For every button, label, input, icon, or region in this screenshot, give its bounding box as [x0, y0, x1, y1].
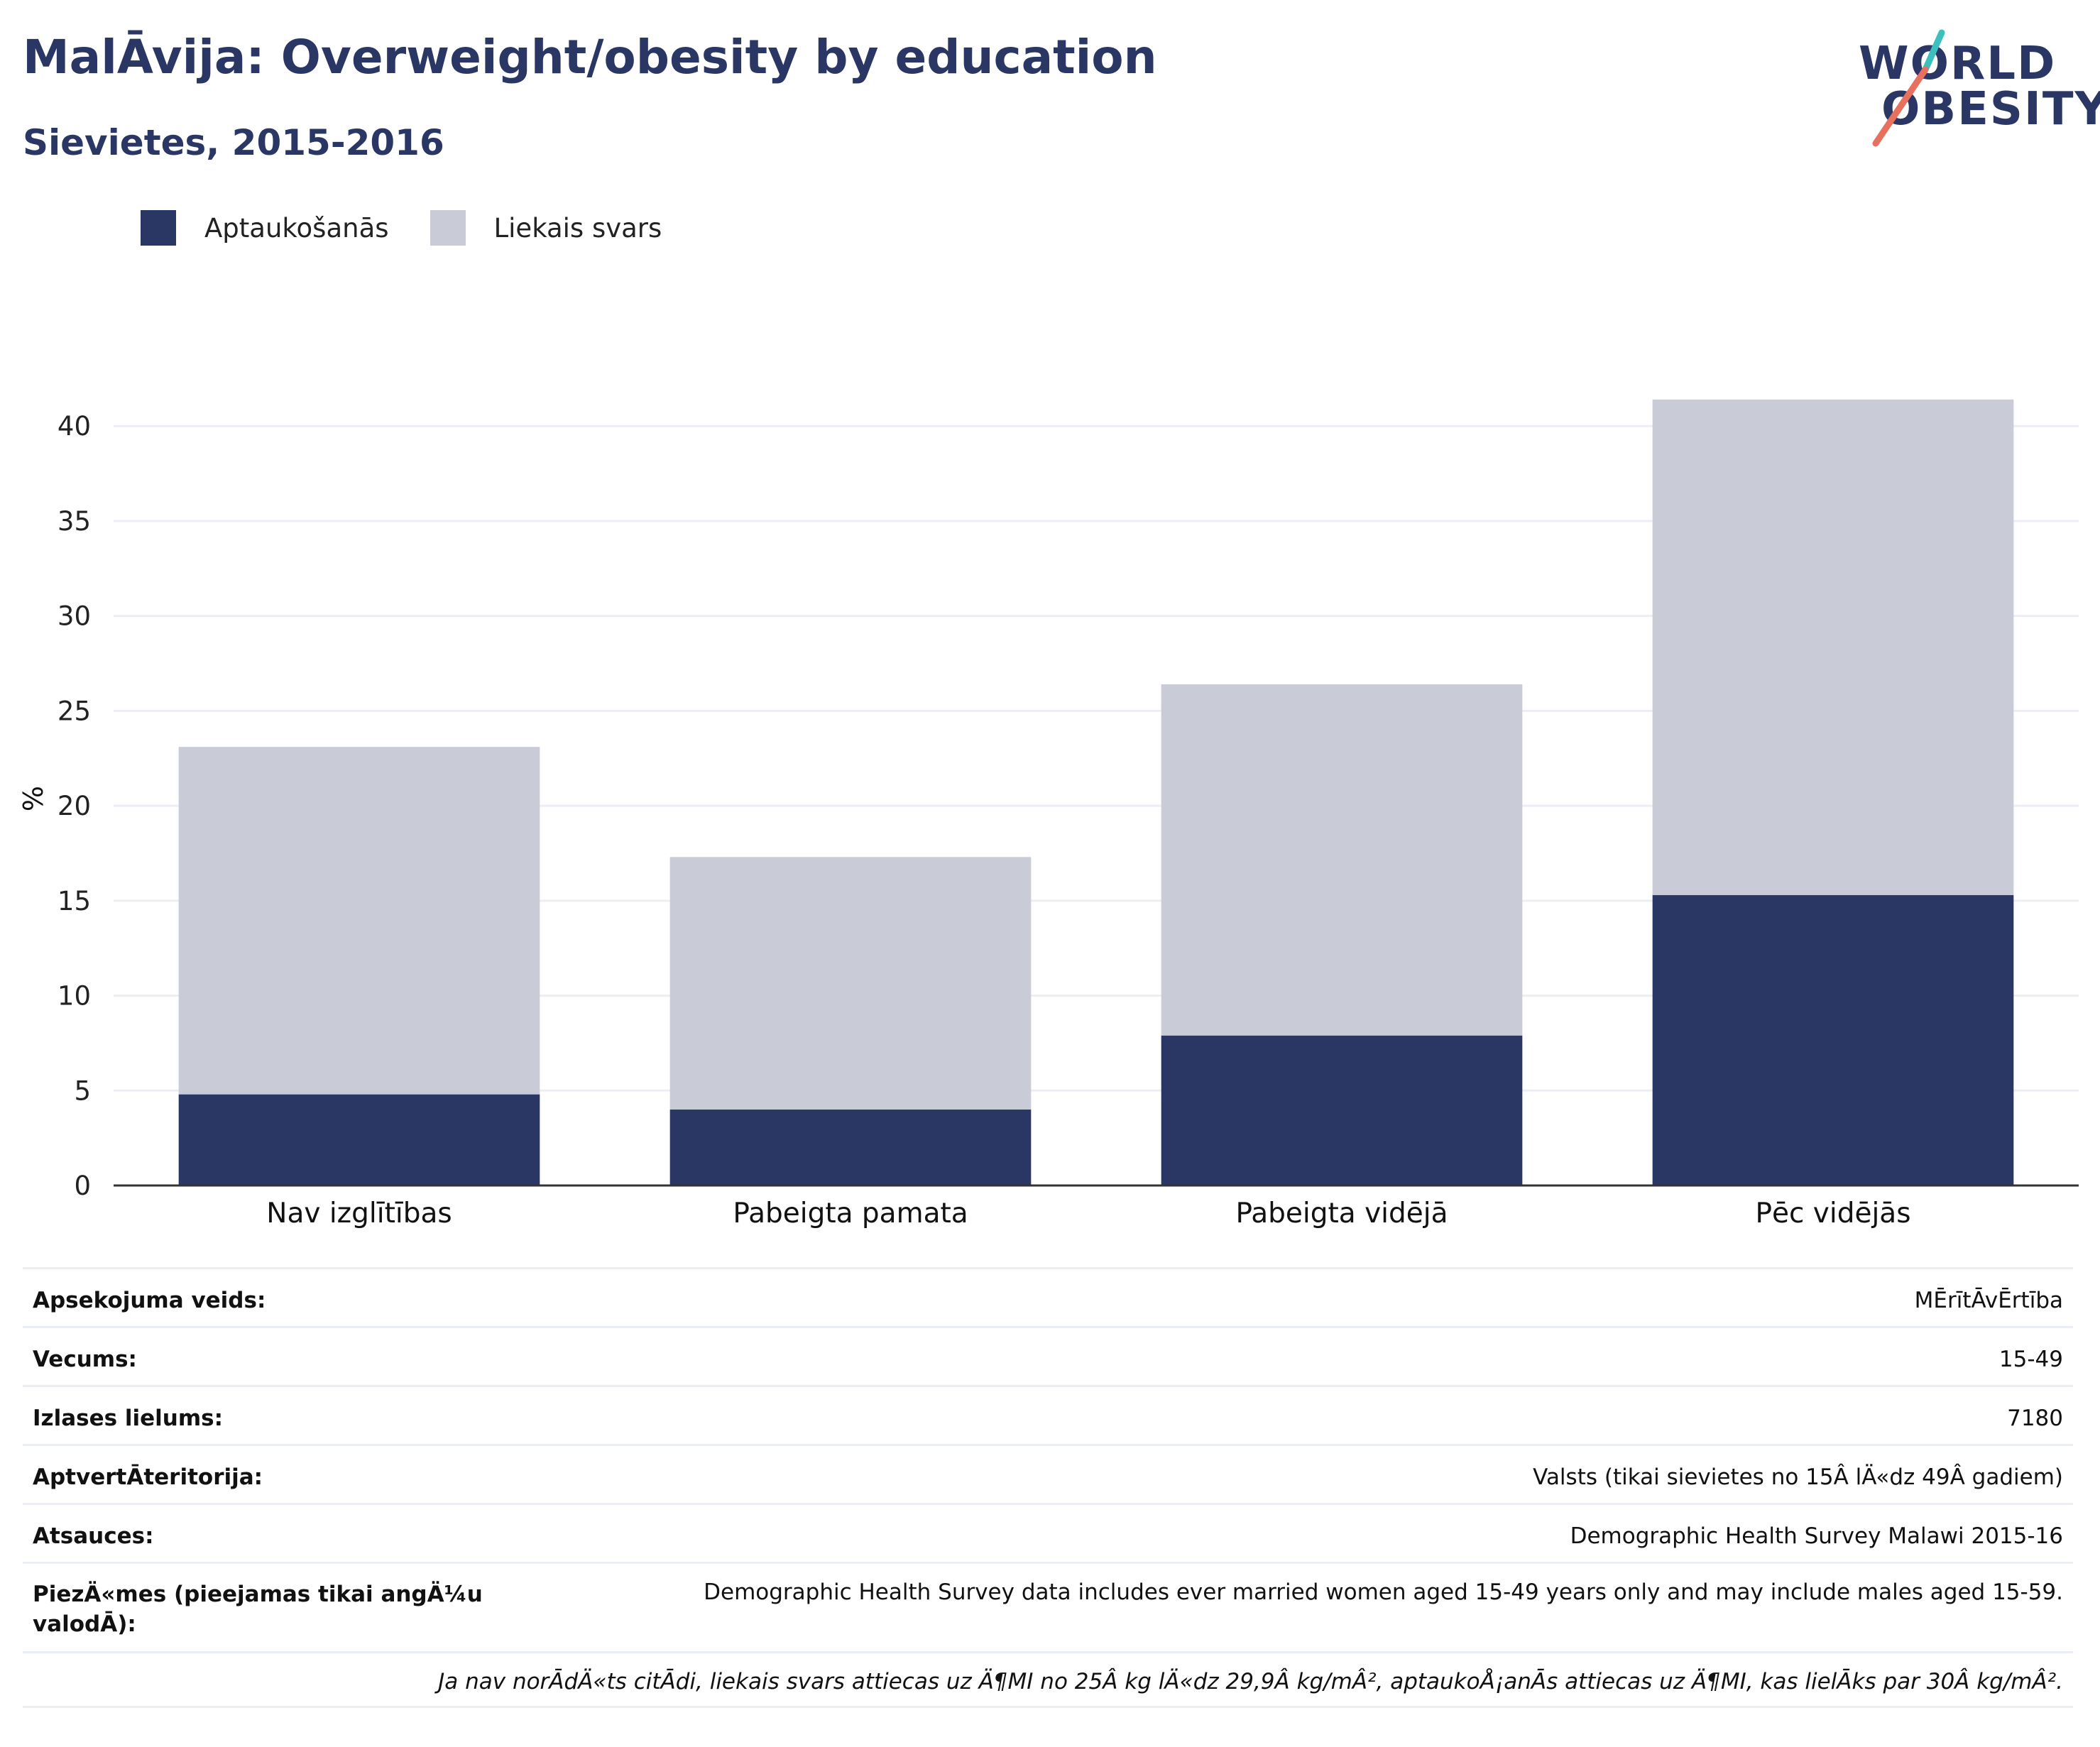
- meta-key: AptvertĀteritorija:: [33, 1464, 263, 1490]
- y-tick-label: 30: [58, 601, 91, 632]
- x-axis-ticks: Nav izglītības Pabeigta pamata Pabeigta vi…: [266, 1198, 1910, 1230]
- chart-title: MalĀvija: Overweight/obesity by educatio…: [23, 30, 1157, 84]
- x-tick-label: Pēc vidējās: [1755, 1198, 1910, 1230]
- bar-overweight-1[interactable]: [669, 857, 1032, 1110]
- bar-overweight-3[interactable]: [1652, 399, 2014, 895]
- y-tick-label: 35: [58, 506, 91, 537]
- y-tick-label: 25: [58, 696, 91, 726]
- y-axis-label: %: [18, 786, 49, 811]
- x-tick-label: Pabeigta pamata: [733, 1198, 968, 1230]
- meta-key: Vecums:: [33, 1347, 137, 1372]
- legend-swatch-obesity: [141, 210, 176, 246]
- bar-obesity-0[interactable]: [178, 1094, 540, 1185]
- bar-chart: 0 5 10 15 20 25 30 35 40 Nav izglītības Pabeigta …: [18, 399, 2079, 1230]
- y-tick-label: 40: [58, 411, 91, 442]
- meta-row-notes: PiezÄ«mes (pieejamas tikai angÄ¼u valodĀ…: [23, 1562, 2073, 1651]
- meta-value: 15-49: [1998, 1347, 2063, 1372]
- metadata-table: Apsekojuma veids: MĒrītĀvĒrtība Vecums: …: [23, 1267, 2073, 1708]
- legend-item-obesity[interactable]: Aptaukošanās: [141, 210, 389, 246]
- meta-key: Apsekojuma veids:: [33, 1288, 266, 1313]
- meta-value: Demographic Health Survey data includes …: [704, 1579, 2063, 1605]
- meta-row-sample-size: Izlases lielums: 7180: [23, 1385, 2073, 1444]
- legend-item-overweight[interactable]: Liekais svars: [430, 210, 662, 246]
- meta-key: PiezÄ«mes (pieejamas tikai angÄ¼u valodĀ…: [33, 1582, 483, 1637]
- y-tick-label: 0: [74, 1171, 91, 1201]
- meta-row-coverage: AptvertĀteritorija: Valsts (tikai sievie…: [23, 1444, 2073, 1503]
- logo-line2: OBESITY: [1881, 83, 2100, 136]
- meta-key: Izlases lielums:: [33, 1406, 223, 1431]
- bar-overweight-2[interactable]: [1161, 684, 1523, 1036]
- y-tick-label: 20: [58, 791, 91, 821]
- y-axis-ticks: 0 5 10 15 20 25 30 35 40: [58, 411, 91, 1201]
- logo-slash-icon: [1872, 29, 1945, 147]
- legend-label-obesity: Aptaukošanās: [204, 212, 389, 243]
- meta-key: Atsauces:: [33, 1523, 154, 1549]
- legend-swatch-overweight: [430, 210, 466, 246]
- meta-value: Demographic Health Survey Malawi 2015-16: [1570, 1523, 2063, 1549]
- meta-row-survey-type: Apsekojuma veids: MĒrītĀvĒrtība: [23, 1267, 2073, 1326]
- world-obesity-logo: WORLD OBESITY: [1846, 28, 2100, 149]
- bar-obesity-1[interactable]: [669, 1110, 1032, 1185]
- x-tick-label: Nav izglītības: [266, 1198, 452, 1230]
- chart-legend: Aptaukošanās Liekais svars: [141, 210, 703, 246]
- logo-line1: WORLD: [1859, 38, 2057, 90]
- bar-obesity-2[interactable]: [1161, 1035, 1523, 1185]
- meta-row-references: Atsauces: Demographic Health Survey Mala…: [23, 1503, 2073, 1562]
- bar-obesity-3[interactable]: [1652, 894, 2014, 1185]
- y-tick-label: 15: [58, 886, 91, 916]
- legend-label-overweight: Liekais svars: [493, 212, 662, 243]
- bar-overweight-0[interactable]: [178, 747, 540, 1095]
- x-tick-label: Pabeigta vidējā: [1236, 1198, 1448, 1230]
- meta-value: Valsts (tikai sievietes no 15Â lÄ«dz 49Â…: [1533, 1464, 2063, 1490]
- chart-bars: [178, 399, 2014, 1185]
- y-tick-label: 10: [58, 981, 91, 1012]
- footnote: Ja nav norĀdÄ«ts citĀdi, liekais svars a…: [23, 1651, 2073, 1708]
- y-tick-label: 5: [74, 1075, 91, 1106]
- meta-value: 7180: [2007, 1406, 2063, 1431]
- meta-row-age: Vecums: 15-49: [23, 1326, 2073, 1385]
- meta-value: MĒrītĀvĒrtība: [1914, 1288, 2063, 1313]
- chart-subtitle: Sievietes, 2015-2016: [23, 122, 444, 163]
